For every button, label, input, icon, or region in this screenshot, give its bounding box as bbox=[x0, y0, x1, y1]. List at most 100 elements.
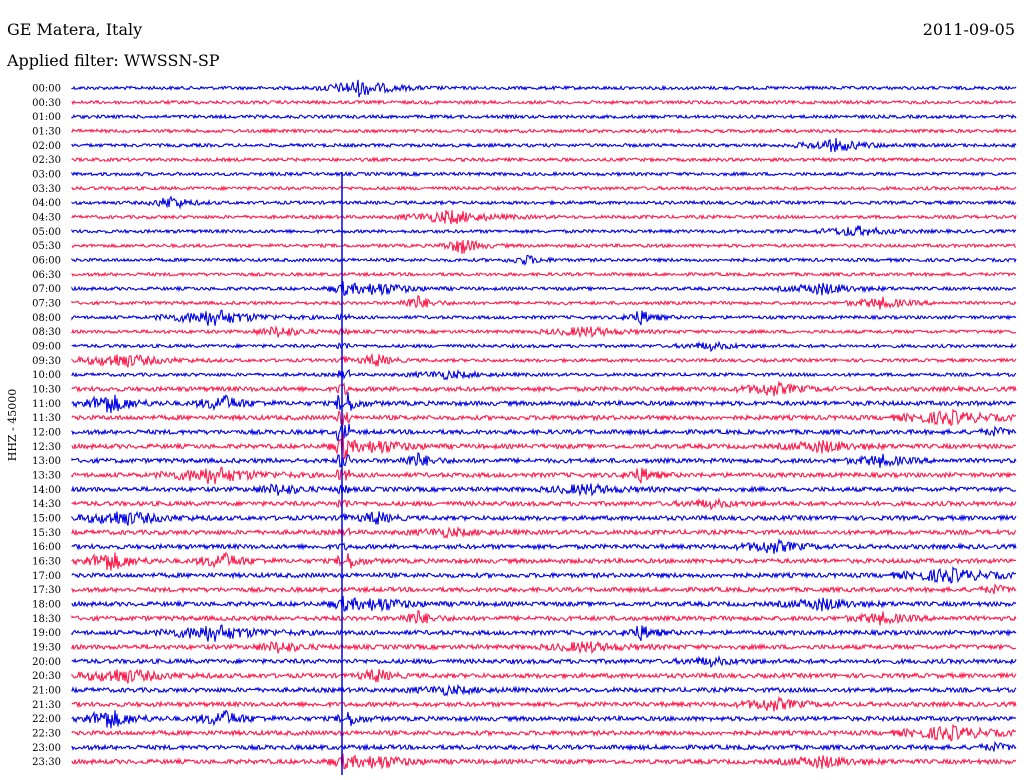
time-label: 22:00 bbox=[32, 714, 61, 725]
time-label: 20:30 bbox=[32, 671, 61, 682]
trace-line bbox=[71, 551, 1017, 571]
time-label: 16:30 bbox=[32, 556, 61, 567]
date-label: 2011-09-05 bbox=[922, 20, 1015, 39]
y-axis-label: HHZ - 45000 bbox=[6, 389, 19, 462]
trace-line bbox=[71, 271, 1017, 278]
time-label: 09:00 bbox=[32, 341, 61, 352]
time-label: 13:30 bbox=[32, 470, 61, 481]
time-label: 22:30 bbox=[32, 728, 61, 739]
time-label: 19:30 bbox=[32, 642, 61, 653]
trace-line bbox=[71, 723, 1017, 742]
time-label: 20:00 bbox=[32, 657, 61, 668]
trace-line bbox=[71, 654, 1017, 669]
time-label: 09:30 bbox=[32, 356, 61, 367]
time-label: 12:30 bbox=[32, 442, 61, 453]
trace-line bbox=[71, 466, 1017, 485]
trace-line bbox=[71, 392, 1017, 414]
time-label: 08:30 bbox=[32, 327, 61, 338]
trace-line bbox=[71, 566, 1017, 584]
trace-line bbox=[71, 309, 1017, 326]
time-label: 15:00 bbox=[32, 513, 61, 524]
trace-line bbox=[71, 683, 1017, 697]
time-label: 11:00 bbox=[32, 399, 61, 410]
time-label: 07:30 bbox=[32, 298, 61, 309]
trace-line bbox=[71, 624, 1017, 642]
trace-line bbox=[71, 79, 1017, 98]
trace-line bbox=[71, 113, 1017, 120]
time-label: 13:00 bbox=[32, 456, 61, 467]
trace-line bbox=[71, 595, 1017, 613]
time-label: 11:30 bbox=[32, 413, 61, 424]
trace-line bbox=[71, 225, 1017, 238]
time-label: 21:00 bbox=[32, 685, 61, 696]
time-label: 15:30 bbox=[32, 528, 61, 539]
trace-line bbox=[71, 482, 1017, 497]
trace-line bbox=[71, 432, 1017, 460]
trace-line bbox=[71, 195, 1017, 210]
trace-line bbox=[71, 281, 1017, 297]
trace-line bbox=[71, 325, 1017, 339]
time-label: 00:30 bbox=[32, 98, 61, 109]
trace-line bbox=[71, 239, 1017, 254]
time-label: 17:00 bbox=[32, 571, 61, 582]
time-label: 01:30 bbox=[32, 126, 61, 137]
trace-line bbox=[71, 668, 1017, 684]
time-label: 05:00 bbox=[32, 227, 61, 238]
time-label: 00:00 bbox=[32, 84, 61, 95]
time-label: 23:00 bbox=[32, 743, 61, 754]
filter-label: Applied filter: WWSSN-SP bbox=[7, 51, 220, 70]
time-label: 18:30 bbox=[32, 614, 61, 625]
time-label: 12:00 bbox=[32, 427, 61, 438]
trace-line bbox=[71, 408, 1017, 427]
trace-line bbox=[71, 170, 1017, 178]
time-label: 05:30 bbox=[32, 241, 61, 252]
trace-line bbox=[71, 510, 1017, 526]
trace-line bbox=[71, 340, 1017, 353]
time-label: 19:00 bbox=[32, 628, 61, 639]
trace-line bbox=[71, 753, 1017, 770]
trace-line bbox=[71, 695, 1017, 712]
time-label: 14:00 bbox=[32, 485, 61, 496]
time-label: 02:00 bbox=[32, 141, 61, 152]
trace-line bbox=[71, 740, 1017, 752]
time-label: 02:30 bbox=[32, 155, 61, 166]
time-label: 06:30 bbox=[32, 270, 61, 281]
time-label: 17:30 bbox=[32, 585, 61, 596]
time-label: 21:30 bbox=[32, 700, 61, 711]
time-label: 10:30 bbox=[32, 384, 61, 395]
trace-line bbox=[71, 640, 1017, 655]
time-label: 06:00 bbox=[32, 255, 61, 266]
trace-line bbox=[71, 127, 1017, 135]
time-label: 18:00 bbox=[32, 599, 61, 610]
time-label: 10:00 bbox=[32, 370, 61, 381]
trace-line bbox=[71, 184, 1017, 192]
time-label: 16:00 bbox=[32, 542, 61, 553]
time-label: 01:00 bbox=[32, 112, 61, 123]
trace-line bbox=[71, 156, 1017, 163]
trace-line bbox=[71, 709, 1017, 729]
trace-line bbox=[71, 209, 1017, 225]
trace-line bbox=[71, 609, 1017, 626]
time-label: 04:30 bbox=[32, 212, 61, 223]
time-label: 23:30 bbox=[32, 757, 61, 768]
trace-line bbox=[71, 99, 1017, 106]
trace-line bbox=[71, 352, 1017, 368]
time-label: 03:00 bbox=[32, 169, 61, 180]
trace-line bbox=[71, 537, 1017, 554]
trace-line bbox=[71, 137, 1017, 153]
trace-line bbox=[71, 295, 1017, 310]
trace-line bbox=[71, 452, 1017, 468]
trace-group bbox=[71, 79, 1017, 775]
time-label: 04:00 bbox=[32, 198, 61, 209]
trace-line bbox=[71, 583, 1017, 595]
time-label: 03:30 bbox=[32, 184, 61, 195]
time-label-group: 00:00 00:30 01:00 01:30 02:00 02:30 03:00 03:30… bbox=[32, 84, 61, 769]
trace-line bbox=[71, 525, 1017, 540]
trace-line bbox=[71, 368, 1017, 381]
trace-line bbox=[71, 497, 1017, 511]
station-title: GE Matera, Italy bbox=[7, 20, 143, 39]
trace-line bbox=[71, 423, 1017, 442]
time-label: 14:30 bbox=[32, 499, 61, 510]
time-label: 07:00 bbox=[32, 284, 61, 295]
